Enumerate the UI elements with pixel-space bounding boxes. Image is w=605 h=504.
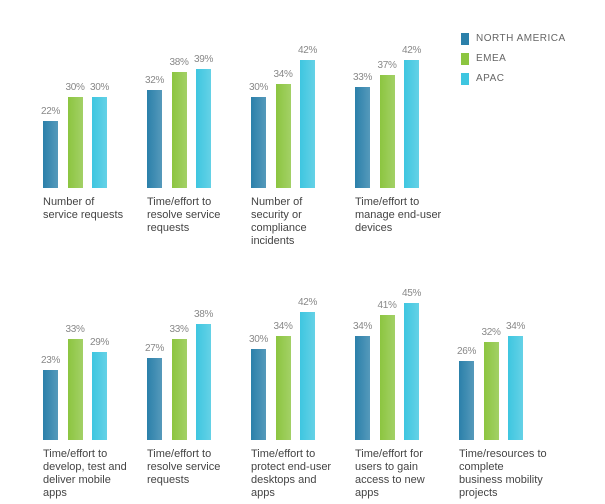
bar <box>67 339 83 440</box>
value-label: 34% <box>273 69 293 81</box>
bar <box>379 75 395 188</box>
bar <box>508 336 523 440</box>
category-label: Number of service requests <box>43 196 124 221</box>
category-label: Time/effort to resolve service requests <box>147 448 221 486</box>
value-label: 34% <box>352 321 373 333</box>
bar <box>379 314 395 440</box>
value-label: 45% <box>401 287 422 299</box>
bar <box>147 357 162 440</box>
value-label: 42% <box>297 44 318 56</box>
bar <box>147 90 162 188</box>
value-label: 30% <box>89 81 110 93</box>
bar <box>300 311 315 440</box>
bar <box>196 69 211 188</box>
bar <box>92 96 107 188</box>
category-label: Time/effort to manage end-user devices <box>355 196 442 234</box>
bar <box>92 351 107 440</box>
bar <box>171 339 187 440</box>
value-label: 32% <box>144 75 165 87</box>
value-label: 23% <box>40 354 61 366</box>
bar <box>43 369 58 440</box>
legend-label: APAC <box>476 73 505 84</box>
value-label: 38% <box>193 309 214 321</box>
category-label: Time/effort to protect end-user desktops… <box>251 448 332 499</box>
value-label: 42% <box>297 296 318 308</box>
category-label: Number of security or compliance inciden… <box>251 196 307 247</box>
category-label: Time/effort to resolve service requests <box>147 196 221 234</box>
bar <box>404 302 419 440</box>
bar <box>251 348 266 440</box>
bar <box>67 96 83 188</box>
value-label: 32% <box>481 327 501 339</box>
category-label: Time/effort for users to gain access to … <box>355 448 425 499</box>
bar <box>355 87 370 188</box>
value-label: 34% <box>273 321 293 333</box>
value-label: 33% <box>169 324 189 336</box>
legend-label: NORTH AMERICA <box>476 33 566 44</box>
value-label: 30% <box>248 81 269 93</box>
bar <box>355 336 370 440</box>
value-label: 29% <box>89 336 110 348</box>
bar <box>171 72 187 188</box>
legend-swatch <box>461 33 469 45</box>
value-label: 33% <box>65 324 85 336</box>
value-label: 41% <box>377 299 397 311</box>
value-label: 30% <box>65 81 85 93</box>
bar <box>300 59 315 188</box>
legend-label: EMEA <box>476 53 507 64</box>
legend-swatch <box>461 73 469 85</box>
bar <box>275 84 291 188</box>
bar <box>196 324 211 440</box>
value-label: 22% <box>40 105 61 117</box>
value-label: 37% <box>377 60 397 72</box>
value-label: 26% <box>456 345 477 357</box>
value-label: 39% <box>193 54 214 66</box>
category-label: Time/effort to develop, test and deliver… <box>43 448 127 499</box>
value-label: 34% <box>505 321 526 333</box>
bar <box>251 96 266 188</box>
bar <box>404 59 419 188</box>
value-label: 27% <box>144 342 165 354</box>
value-label: 42% <box>401 44 422 56</box>
bar <box>483 342 499 440</box>
bar <box>275 336 291 440</box>
value-label: 33% <box>352 72 373 84</box>
bar <box>43 120 58 188</box>
value-label: 38% <box>169 57 189 69</box>
category-label: Time/resources to complete business mobi… <box>459 448 547 499</box>
legend-swatch <box>461 53 469 65</box>
value-label: 30% <box>248 333 269 345</box>
bar <box>459 360 474 440</box>
